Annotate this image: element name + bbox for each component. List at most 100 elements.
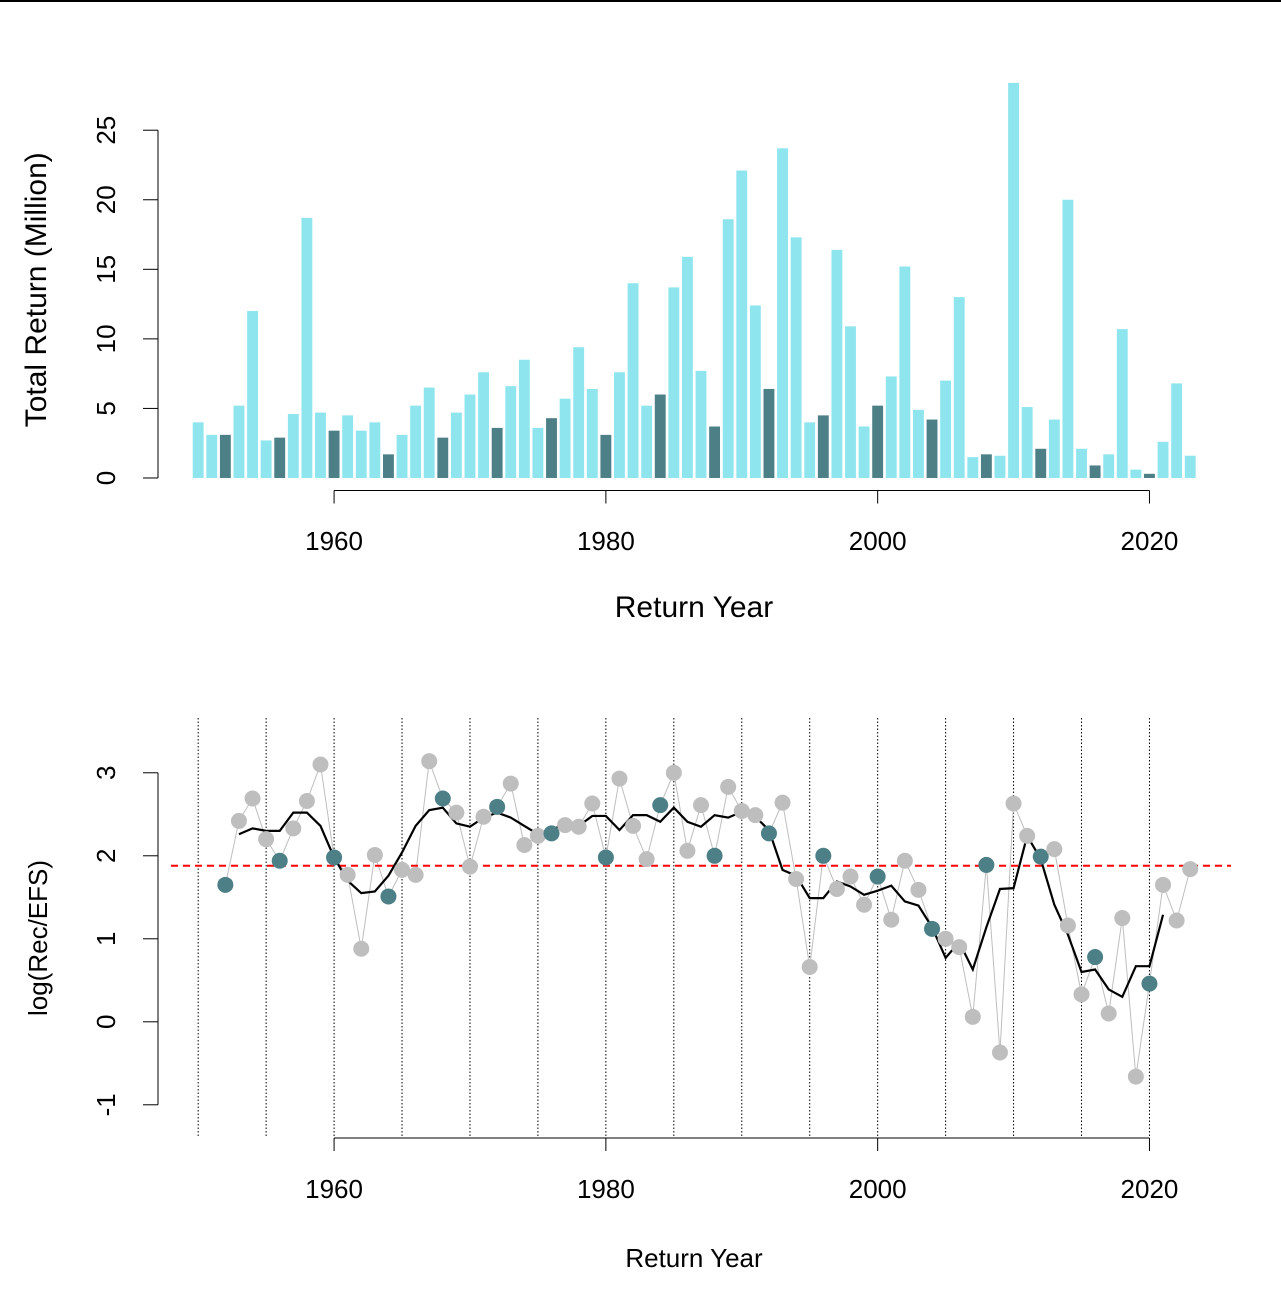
point [353,940,370,957]
y-tick-label: 2 [91,849,121,863]
point [625,817,642,834]
point [842,868,859,885]
point [951,939,968,956]
point [1019,827,1036,844]
bar [804,422,816,478]
bar [410,405,422,478]
point [788,871,805,888]
bar [845,326,856,478]
bar [1048,419,1060,478]
bar [681,256,693,478]
bar [872,405,884,478]
y-tick-label: 10 [91,324,121,353]
x-tick-label: 1980 [577,1174,635,1204]
bar [926,419,938,478]
point [489,798,506,815]
bar [369,422,381,478]
point [244,790,261,807]
point [693,797,709,814]
point [258,831,275,848]
bar [1089,465,1101,478]
bar [287,413,299,478]
point [217,876,234,893]
bar [1184,455,1196,478]
bar [532,427,544,478]
point [733,802,750,819]
y-tick-label: 15 [91,255,121,284]
bar [749,305,761,478]
point [706,847,723,864]
point [652,797,669,814]
bar [274,437,286,478]
point [557,817,574,834]
y-tick-label: -1 [91,1093,121,1116]
bar [1008,82,1019,478]
point [339,866,356,883]
point [1059,917,1076,934]
bar [885,376,897,478]
bar [301,217,313,478]
bar [328,430,340,478]
bar [491,427,503,478]
bar [518,359,530,478]
bar [695,370,707,478]
point [1182,861,1199,878]
smoothed-line [238,806,1165,999]
x-axis-title: Return Year [625,1243,763,1273]
x-tick-label: 1960 [305,1174,363,1204]
point [529,827,546,844]
bar [573,347,585,478]
point [883,911,900,928]
x-axis-title: Return Year [615,591,773,624]
bar [953,297,965,478]
point [271,852,288,869]
bar [858,426,870,478]
bar [546,418,557,478]
point [1005,795,1022,812]
y-axis-title: Total Return (Million) [20,152,53,427]
y-tick-label: 0 [91,471,121,485]
point [502,775,519,792]
point [720,778,737,795]
point [475,808,492,825]
bar [994,455,1006,478]
bar [247,311,258,478]
bar [654,394,666,478]
bar [355,430,367,478]
bar [423,387,435,478]
bar [777,148,788,478]
y-tick-label: 25 [91,116,121,145]
bar [192,422,204,478]
point [461,858,478,875]
bar [464,394,476,478]
bar [899,266,911,478]
point [1141,975,1158,992]
point [1155,876,1172,893]
point [380,888,397,905]
bar [1116,329,1128,478]
point [1073,986,1090,1003]
bar [1144,473,1155,478]
bar [940,380,952,478]
point [896,852,913,869]
bar [342,415,354,478]
point [1032,848,1049,865]
bar [627,283,639,478]
point [570,818,587,835]
bar [614,372,625,478]
y-tick-label: 1 [91,932,121,946]
x-tick-label: 2000 [849,1174,907,1204]
point [434,790,451,807]
y-tick-label: 20 [91,185,121,214]
point [326,849,343,866]
point [937,930,954,947]
bar [383,454,394,478]
y-tick-label: 5 [91,401,121,415]
point [828,880,845,897]
bar [478,372,489,478]
bar [396,434,408,478]
x-tick-label: 2020 [1121,526,1179,556]
point [801,959,818,976]
